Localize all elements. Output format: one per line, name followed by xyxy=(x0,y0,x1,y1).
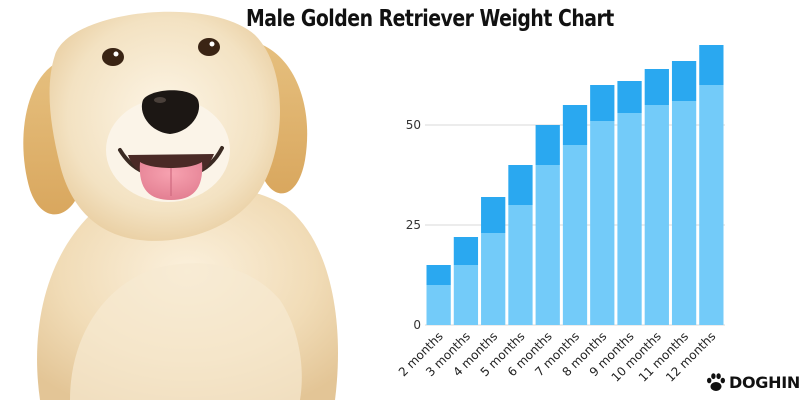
bar-top-9 xyxy=(644,69,669,105)
bar-top-3 xyxy=(481,197,506,233)
bar-top-7 xyxy=(590,85,615,121)
y-tick-label-0: 0 xyxy=(413,318,421,332)
bar-top-8 xyxy=(617,81,642,113)
bar-base-6 xyxy=(562,145,588,325)
bar-top-5 xyxy=(535,125,560,165)
bar-base-10 xyxy=(671,101,697,325)
y-tick-label-25: 25 xyxy=(406,218,421,232)
bar-base-2 xyxy=(453,265,479,325)
bar-top-1 xyxy=(426,265,451,285)
bar-top-2 xyxy=(453,237,479,265)
golden-retriever-puppy-image xyxy=(23,11,338,400)
paw-icon xyxy=(707,373,725,391)
bar-base-3 xyxy=(481,233,506,325)
bar-top-6 xyxy=(562,105,588,145)
bar-base-5 xyxy=(535,165,560,325)
bar-top-4 xyxy=(508,165,533,205)
bar-base-11 xyxy=(699,85,724,325)
bar-top-11 xyxy=(699,45,724,85)
bar-base-4 xyxy=(508,205,533,325)
brand-name: DOGHINT xyxy=(729,372,800,392)
bar-base-7 xyxy=(590,121,615,325)
y-tick-label-50: 50 xyxy=(406,118,421,132)
bar-base-8 xyxy=(617,113,642,325)
bar-top-10 xyxy=(671,61,697,101)
bar-base-9 xyxy=(644,105,669,325)
bar-base-1 xyxy=(426,285,451,325)
doghint-logo: DOGHINT xyxy=(706,369,800,395)
